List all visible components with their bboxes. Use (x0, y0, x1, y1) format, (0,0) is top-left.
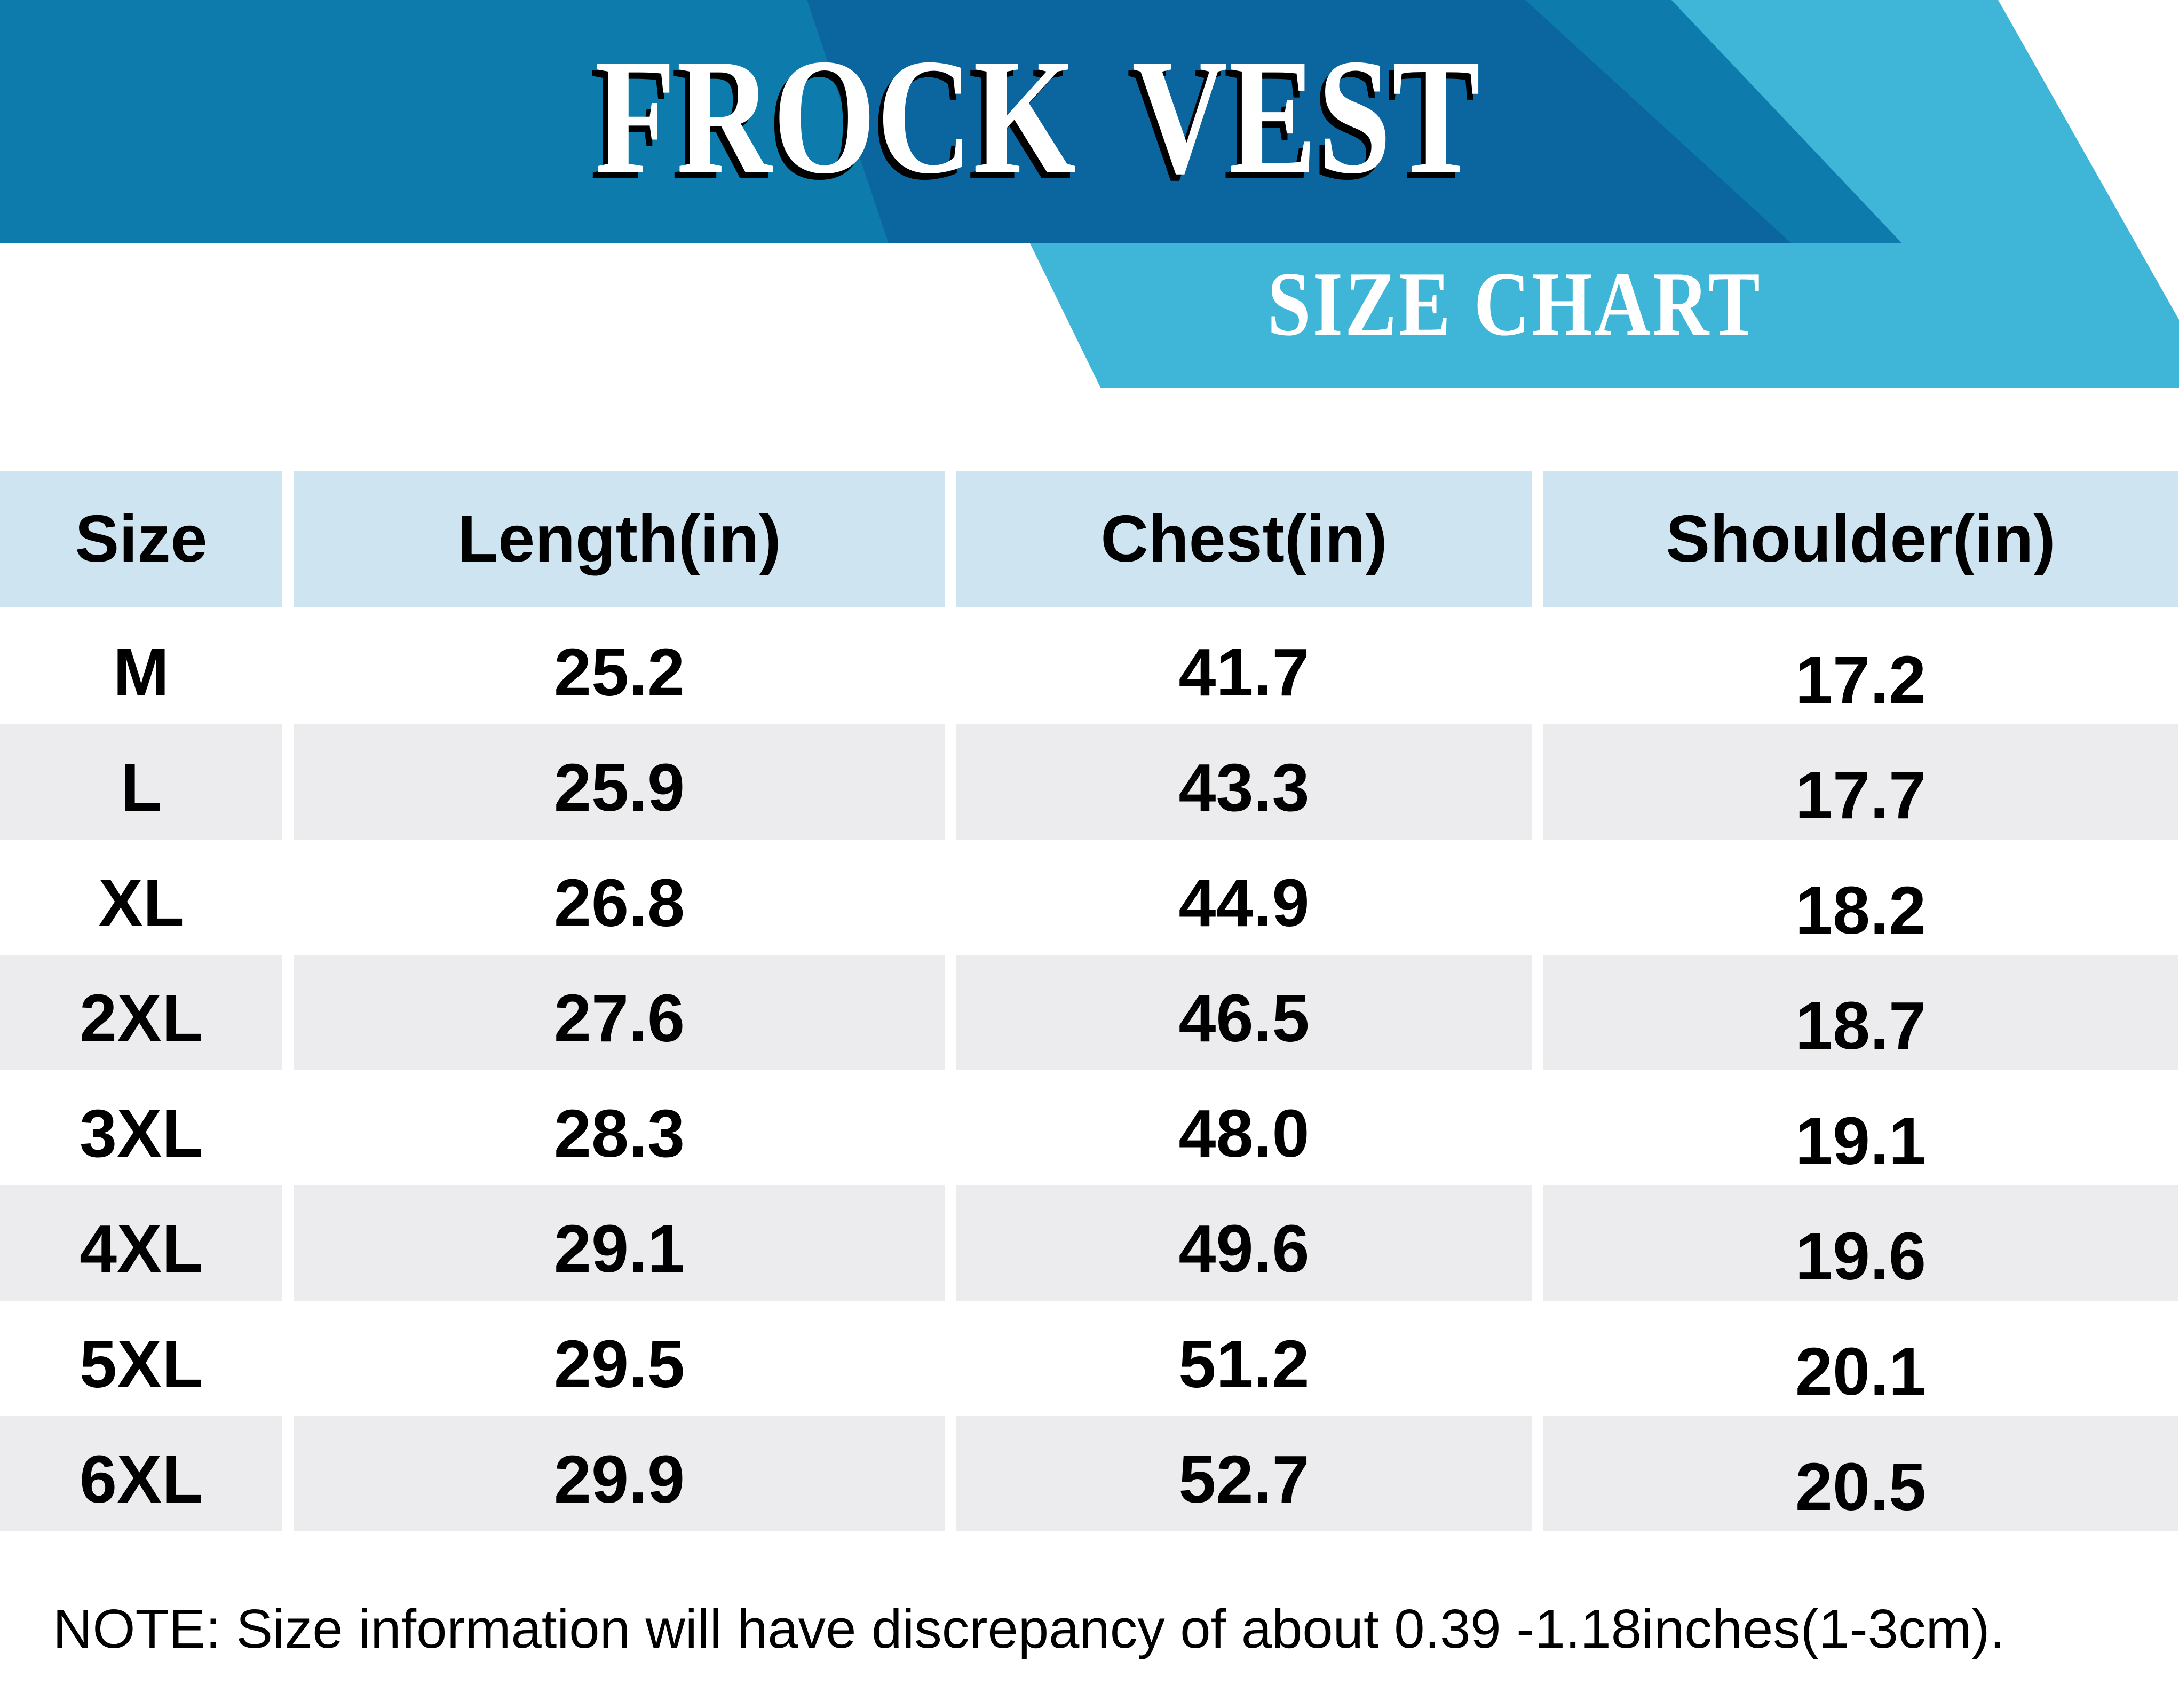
length-cell: 25.2 (294, 609, 945, 724)
header-label: Length(in) (457, 502, 781, 576)
header-cell-size: Size (0, 471, 282, 607)
shoulder-value: 19.1 (1795, 1103, 1927, 1179)
table-row-m: M 25.2 41.7 17.2 (0, 609, 2179, 724)
shoulder-value: 17.7 (1795, 757, 1927, 833)
size-value: 6XL (79, 1441, 203, 1517)
chest-value: 43.3 (1178, 749, 1310, 825)
chest-cell: 43.3 (956, 724, 1532, 840)
length-value: 25.9 (553, 749, 685, 825)
table-row-5xl: 5XL 29.5 51.2 20.1 (0, 1301, 2179, 1416)
length-value: 28.3 (553, 1095, 685, 1171)
size-cell: XL (0, 840, 282, 955)
chest-cell: 49.6 (956, 1185, 1532, 1301)
header-cell-shoulder: Shoulder(in) (1543, 471, 2178, 607)
size-cell: 4XL (0, 1185, 282, 1301)
header-cell-chest: Chest(in) (956, 471, 1532, 607)
header-label: Size (75, 502, 208, 576)
header-cell-length: Length(in) (294, 471, 945, 607)
table-row-2xl: 2XL 27.6 46.5 18.7 (0, 955, 2179, 1070)
shoulder-cell: 20.1 (1543, 1301, 2178, 1416)
chest-cell: 51.2 (956, 1301, 1532, 1416)
shoulder-value: 18.2 (1795, 872, 1927, 948)
shoulder-cell: 19.6 (1543, 1185, 2178, 1301)
table-header-row: Size Length(in) Chest(in) Shoulder(in) (0, 471, 2179, 607)
shoulder-cell: 18.2 (1543, 840, 2178, 955)
chest-cell: 46.5 (956, 955, 1532, 1070)
size-cell: M (0, 609, 282, 724)
subtitle-ribbon (1030, 243, 2179, 388)
shoulder-cell: 20.5 (1543, 1416, 2178, 1531)
chest-value: 44.9 (1178, 865, 1310, 940)
length-value: 29.5 (553, 1326, 685, 1402)
shoulder-cell: 19.1 (1543, 1070, 2178, 1185)
chest-value: 49.6 (1178, 1211, 1310, 1286)
chest-cell: 44.9 (956, 840, 1532, 955)
banner: FROCK VEST SIZE CHART (0, 0, 2179, 388)
chest-cell: 41.7 (956, 609, 1532, 724)
size-value: M (113, 634, 169, 710)
size-cell: L (0, 724, 282, 840)
chest-cell: 52.7 (956, 1416, 1532, 1531)
length-cell: 29.1 (294, 1185, 945, 1301)
shoulder-value: 17.2 (1795, 642, 1927, 717)
length-value: 26.8 (553, 865, 685, 940)
banner-subtitle: SIZE CHART (1267, 254, 1762, 355)
header-label: Shoulder(in) (1666, 502, 2056, 576)
size-cell: 2XL (0, 955, 282, 1070)
length-cell: 29.5 (294, 1301, 945, 1416)
length-cell: 26.8 (294, 840, 945, 955)
size-value: 3XL (79, 1095, 203, 1171)
table-row-4xl: 4XL 29.1 49.6 19.6 (0, 1185, 2179, 1301)
table-row-3xl: 3XL 28.3 48.0 19.1 (0, 1070, 2179, 1185)
shoulder-value: 20.5 (1795, 1449, 1927, 1524)
chest-value: 48.0 (1178, 1095, 1310, 1171)
length-cell: 27.6 (294, 955, 945, 1070)
shoulder-value: 20.1 (1795, 1333, 1927, 1409)
size-value: 4XL (79, 1211, 203, 1286)
length-cell: 28.3 (294, 1070, 945, 1185)
size-value: 2XL (79, 980, 203, 1056)
size-cell: 3XL (0, 1070, 282, 1185)
shoulder-cell: 17.2 (1543, 609, 2178, 724)
length-value: 29.1 (553, 1211, 685, 1286)
table-row-6xl: 6XL 29.9 52.7 20.5 (0, 1416, 2179, 1531)
note-text: NOTE: Size information will have discrep… (53, 1598, 2006, 1659)
length-value: 25.2 (553, 634, 685, 710)
size-table: Size Length(in) Chest(in) Shoulder(in) M… (0, 471, 2179, 1531)
shoulder-cell: 18.7 (1543, 955, 2178, 1070)
shoulder-value: 19.6 (1795, 1218, 1927, 1294)
size-cell: 6XL (0, 1416, 282, 1531)
size-value: L (121, 749, 162, 825)
length-cell: 25.9 (294, 724, 945, 840)
table-row-l: L 25.9 43.3 17.7 (0, 724, 2179, 840)
size-value: XL (98, 865, 184, 940)
chest-value: 46.5 (1178, 980, 1310, 1056)
chest-value: 52.7 (1178, 1441, 1310, 1517)
length-value: 27.6 (553, 980, 685, 1056)
length-value: 29.9 (553, 1441, 685, 1517)
chest-value: 41.7 (1178, 634, 1310, 710)
shoulder-value: 18.7 (1795, 987, 1927, 1063)
chest-value: 51.2 (1178, 1326, 1310, 1402)
size-value: 5XL (79, 1326, 203, 1402)
length-cell: 29.9 (294, 1416, 945, 1531)
shoulder-cell: 17.7 (1543, 724, 2178, 840)
banner-title: FROCK VEST (595, 25, 1481, 208)
size-cell: 5XL (0, 1301, 282, 1416)
table-row-xl: XL 26.8 44.9 18.2 (0, 840, 2179, 955)
header-label: Chest(in) (1100, 502, 1388, 576)
chest-cell: 48.0 (956, 1070, 1532, 1185)
